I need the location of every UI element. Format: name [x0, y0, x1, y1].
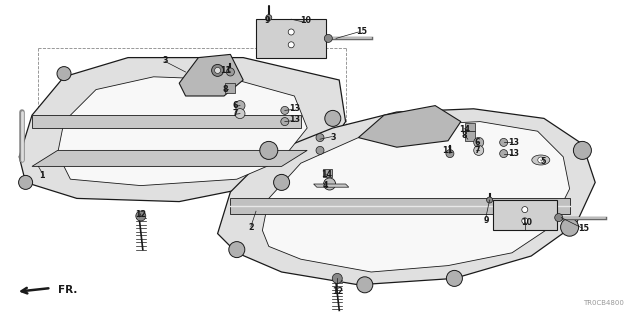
- Circle shape: [57, 67, 71, 81]
- Text: 9: 9: [484, 216, 489, 225]
- Text: 13: 13: [289, 104, 300, 113]
- Polygon shape: [179, 54, 243, 96]
- Bar: [323, 169, 332, 177]
- Polygon shape: [58, 77, 307, 186]
- Text: 15: 15: [578, 224, 589, 233]
- Polygon shape: [230, 198, 570, 214]
- Circle shape: [573, 141, 591, 159]
- Text: 7: 7: [474, 146, 479, 155]
- Circle shape: [316, 134, 324, 141]
- Text: 9: 9: [265, 16, 270, 25]
- Circle shape: [281, 117, 289, 125]
- Circle shape: [447, 270, 463, 286]
- Circle shape: [324, 178, 335, 190]
- Circle shape: [235, 108, 245, 119]
- Circle shape: [229, 242, 245, 258]
- Text: 8: 8: [223, 85, 228, 94]
- Circle shape: [555, 214, 563, 221]
- Text: 7: 7: [233, 109, 238, 118]
- Polygon shape: [32, 115, 301, 128]
- Circle shape: [19, 175, 33, 189]
- Ellipse shape: [532, 155, 550, 165]
- Text: 13: 13: [508, 149, 519, 158]
- Circle shape: [288, 29, 294, 35]
- Polygon shape: [256, 19, 326, 58]
- Circle shape: [266, 15, 272, 20]
- Text: 11: 11: [442, 146, 454, 155]
- Text: 12: 12: [332, 287, 343, 296]
- Circle shape: [214, 68, 221, 73]
- Circle shape: [325, 110, 341, 126]
- Circle shape: [324, 34, 332, 42]
- Text: 3: 3: [330, 133, 335, 142]
- Circle shape: [281, 106, 289, 114]
- Circle shape: [274, 174, 290, 190]
- Bar: [465, 123, 475, 131]
- Circle shape: [332, 273, 342, 284]
- Text: 10: 10: [521, 218, 532, 227]
- Text: 6: 6: [233, 101, 238, 110]
- Circle shape: [500, 149, 508, 157]
- Circle shape: [522, 207, 528, 212]
- Circle shape: [561, 218, 579, 236]
- Text: 4: 4: [323, 181, 328, 190]
- Bar: [465, 131, 475, 141]
- Text: 3: 3: [163, 56, 168, 65]
- Circle shape: [288, 42, 294, 48]
- Text: 10: 10: [300, 16, 311, 25]
- Circle shape: [538, 157, 544, 163]
- Circle shape: [136, 211, 146, 221]
- Circle shape: [212, 64, 223, 76]
- Polygon shape: [19, 58, 346, 202]
- Text: FR.: FR.: [58, 284, 77, 295]
- Text: 8: 8: [462, 132, 467, 140]
- Text: 13: 13: [289, 116, 300, 124]
- Text: 6: 6: [474, 138, 479, 147]
- Text: TR0CB4800: TR0CB4800: [583, 300, 624, 306]
- Circle shape: [357, 277, 372, 293]
- Text: 11: 11: [220, 66, 231, 75]
- Text: 1: 1: [39, 172, 44, 180]
- Circle shape: [260, 141, 278, 159]
- Circle shape: [227, 68, 234, 76]
- Circle shape: [316, 146, 324, 154]
- Text: 12: 12: [135, 210, 147, 219]
- Text: 2: 2: [248, 223, 253, 232]
- Bar: [225, 83, 236, 93]
- Circle shape: [522, 218, 528, 224]
- Circle shape: [500, 138, 508, 146]
- Circle shape: [235, 100, 245, 111]
- Text: 13: 13: [508, 138, 519, 147]
- Polygon shape: [262, 122, 570, 272]
- Text: 14: 14: [321, 170, 332, 179]
- Text: 15: 15: [356, 28, 367, 36]
- Circle shape: [474, 137, 484, 148]
- Polygon shape: [32, 150, 307, 166]
- Polygon shape: [218, 109, 595, 285]
- Polygon shape: [358, 106, 461, 147]
- Circle shape: [474, 145, 484, 156]
- Text: 5: 5: [540, 157, 545, 166]
- Circle shape: [486, 197, 493, 203]
- Polygon shape: [493, 200, 557, 230]
- Circle shape: [446, 149, 454, 157]
- Polygon shape: [314, 184, 349, 187]
- Text: 14: 14: [459, 125, 470, 134]
